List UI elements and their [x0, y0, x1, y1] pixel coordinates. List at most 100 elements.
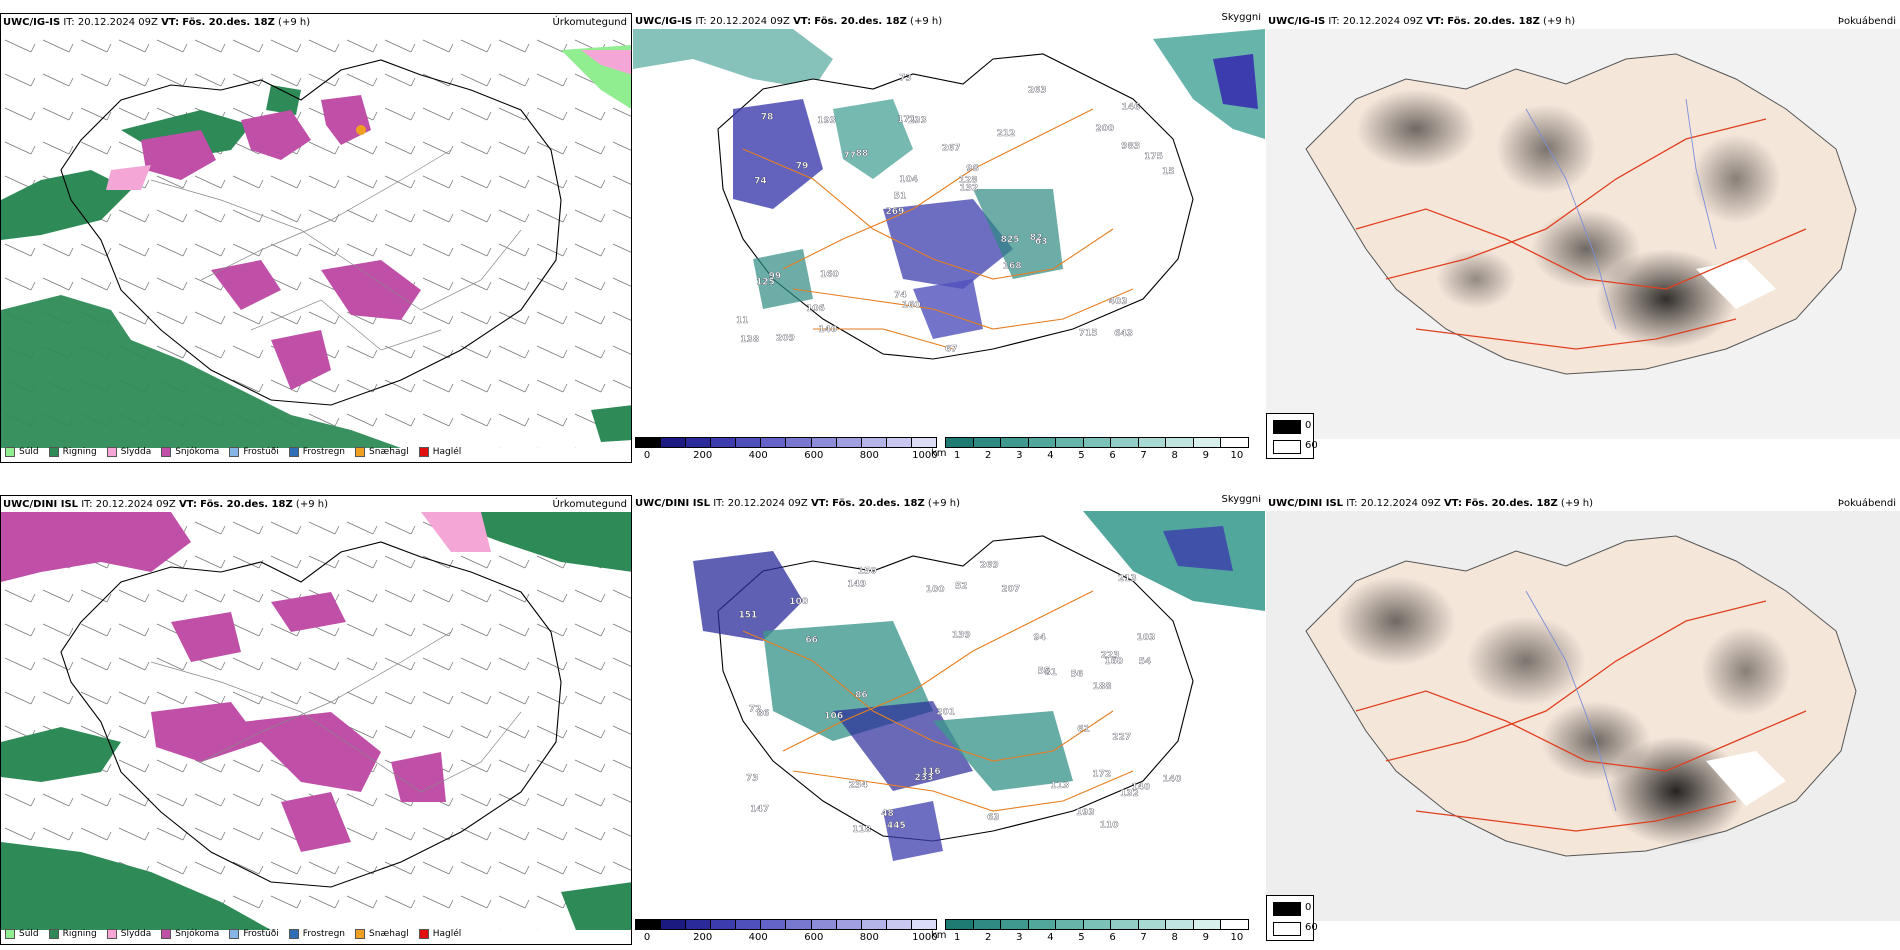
- colorbar-segment: [811, 920, 837, 929]
- valid-time-label: VT:: [1443, 498, 1462, 509]
- visibility-value-label: 403: [1109, 297, 1128, 307]
- colorbar-segment: [1056, 920, 1084, 929]
- colorbar-segment: [636, 920, 662, 929]
- lead-time: (+9 h): [927, 498, 960, 509]
- visibility-value-label: 269: [886, 207, 905, 217]
- panel-title: Úrkomutegund: [552, 499, 627, 510]
- visibility-value-label: 140: [1131, 782, 1150, 792]
- visibility-value-label: 113: [1050, 781, 1069, 791]
- colorbar-segment: [1111, 438, 1139, 447]
- visibility-value-label: 233: [915, 773, 934, 783]
- legend-item-5: Frostregn: [288, 447, 345, 457]
- colorbar-segment: [836, 438, 862, 447]
- visibility-value-label: 88: [856, 149, 869, 159]
- legend-swatch: [106, 929, 117, 939]
- visibility-value-label: 104: [899, 175, 918, 185]
- colorbar-segment: [661, 920, 687, 929]
- valid-time-label: VT:: [161, 17, 180, 28]
- colorbar-segment: [861, 920, 887, 929]
- colorbar-tick: 0: [643, 450, 651, 461]
- colorbar-segment: [1166, 438, 1194, 447]
- fog-key-low: 0: [1305, 420, 1312, 431]
- colorbar-segment: [1001, 920, 1029, 929]
- colorbar-segment: [1138, 438, 1167, 447]
- colorbar-segment: [836, 920, 862, 929]
- visibility-value-label: 209: [776, 333, 795, 343]
- fog-key-low: 0: [1305, 902, 1312, 913]
- colorbar-tick: 4: [1047, 450, 1054, 461]
- legend-label: Rigning: [62, 447, 97, 457]
- visibility-value-label: 715: [1079, 328, 1098, 338]
- colorbar-segment: [1138, 920, 1167, 929]
- visibility-value-label: 55: [1038, 666, 1051, 676]
- visibility-value-label: 150: [858, 567, 877, 577]
- visibility-value-label: 188: [1093, 682, 1112, 692]
- legend-label: Snjókoma: [175, 447, 220, 457]
- colorbar-segment: [711, 438, 737, 447]
- model-name: UWC/IG-IS: [1268, 16, 1326, 27]
- colorbar-tick: 800: [859, 932, 879, 943]
- panel-header: UWC/IG-IS IT: 20.12.2024 09Z VT: Fös. 20…: [3, 16, 629, 30]
- colorbar-segment: [761, 920, 787, 929]
- legend-item-4: Frostúði: [229, 447, 279, 457]
- visibility-value-label: 82: [1030, 233, 1043, 243]
- colorbar-tick: 9: [1202, 932, 1209, 943]
- legend-item-6: Snæhagl: [355, 929, 409, 939]
- colorbar-segment: [1193, 920, 1222, 929]
- visibility-value-label: 207: [1001, 585, 1020, 595]
- legend-label: Haglél: [432, 447, 462, 457]
- visibility-value-label: 227: [1112, 733, 1131, 743]
- visibility-value-label: 643: [1114, 329, 1133, 339]
- legend-label: Slydda: [120, 447, 152, 457]
- visibility-value-label: 193: [1076, 808, 1095, 818]
- colorbar-segment: [1056, 438, 1084, 447]
- colorbar-segment: [1028, 920, 1057, 929]
- colorbar-tick: 400: [748, 450, 768, 461]
- legend-item-2: Slydda: [106, 447, 152, 457]
- visibility-map: 172 103 140 139 147 150 223 234 213 66 54 151 188 445…: [693, 511, 1265, 861]
- colorbar-segment: [1221, 438, 1249, 447]
- visibility-value-label: 118: [852, 825, 871, 835]
- legend-item-0: Súld: [5, 929, 39, 939]
- visibility-value-label: 99: [769, 272, 782, 282]
- legend-swatch: [229, 929, 240, 939]
- init-time: IT: 20.12.2024 09Z: [1328, 16, 1423, 27]
- visibility-value-label: 100: [789, 597, 808, 607]
- visibility-value-label: 72: [749, 705, 762, 715]
- visibility-value-label: 140: [818, 325, 837, 335]
- colorbar-segment: [1221, 920, 1249, 929]
- visibility-value-label: 175: [1144, 152, 1163, 162]
- lead-time: (+9 h): [1543, 16, 1576, 27]
- visibility-value-label: 146: [1122, 102, 1141, 112]
- colorbar-segment: [761, 438, 787, 447]
- colorbar-segment: [861, 438, 887, 447]
- colorbar-tick: 2: [985, 450, 992, 461]
- visibility-value-label: 125: [756, 278, 775, 288]
- fog-map: [1266, 29, 1900, 439]
- visibility-value-label: 263: [1028, 86, 1047, 96]
- visibility-value-label: 200: [1095, 124, 1114, 134]
- fog-map: [1266, 511, 1900, 921]
- precip-type-panel-bottom: UWC/DINI ISL IT: 20.12.2024 09Z VT: Fös.…: [0, 495, 632, 945]
- model-name: UWC/DINI ISL: [1268, 498, 1344, 509]
- visibility-value-label: 73: [746, 774, 759, 784]
- legend-swatch: [161, 929, 172, 939]
- colorbar-tick: 6: [1109, 932, 1116, 943]
- legend-label: Frostregn: [302, 929, 346, 939]
- valid-time: Fös. 20.des. 18Z: [182, 17, 275, 28]
- visibility-value-label: 168: [1003, 261, 1022, 271]
- precip-legend: Súld Rigning Slydda Snjókoma Frostúði Frostre…: [5, 444, 627, 460]
- legend-swatch: [106, 447, 117, 457]
- colorbar-tick: 9: [1202, 450, 1209, 461]
- colorbar-tick: 200: [693, 932, 713, 943]
- colorbar-tick: 3: [1016, 450, 1023, 461]
- valid-time: Fös. 20.des. 18Z: [832, 498, 925, 509]
- colorbar-tick: 8: [1171, 450, 1178, 461]
- colorbar-segment: [661, 438, 687, 447]
- fog-key: 0 60: [1266, 413, 1318, 459]
- colorbar-segment: [1166, 920, 1194, 929]
- colorbar-segment: [736, 920, 762, 929]
- visibility-value-label: 128: [959, 175, 978, 185]
- legend-swatch: [5, 929, 15, 939]
- colorbar-tick: 1000: [912, 450, 938, 461]
